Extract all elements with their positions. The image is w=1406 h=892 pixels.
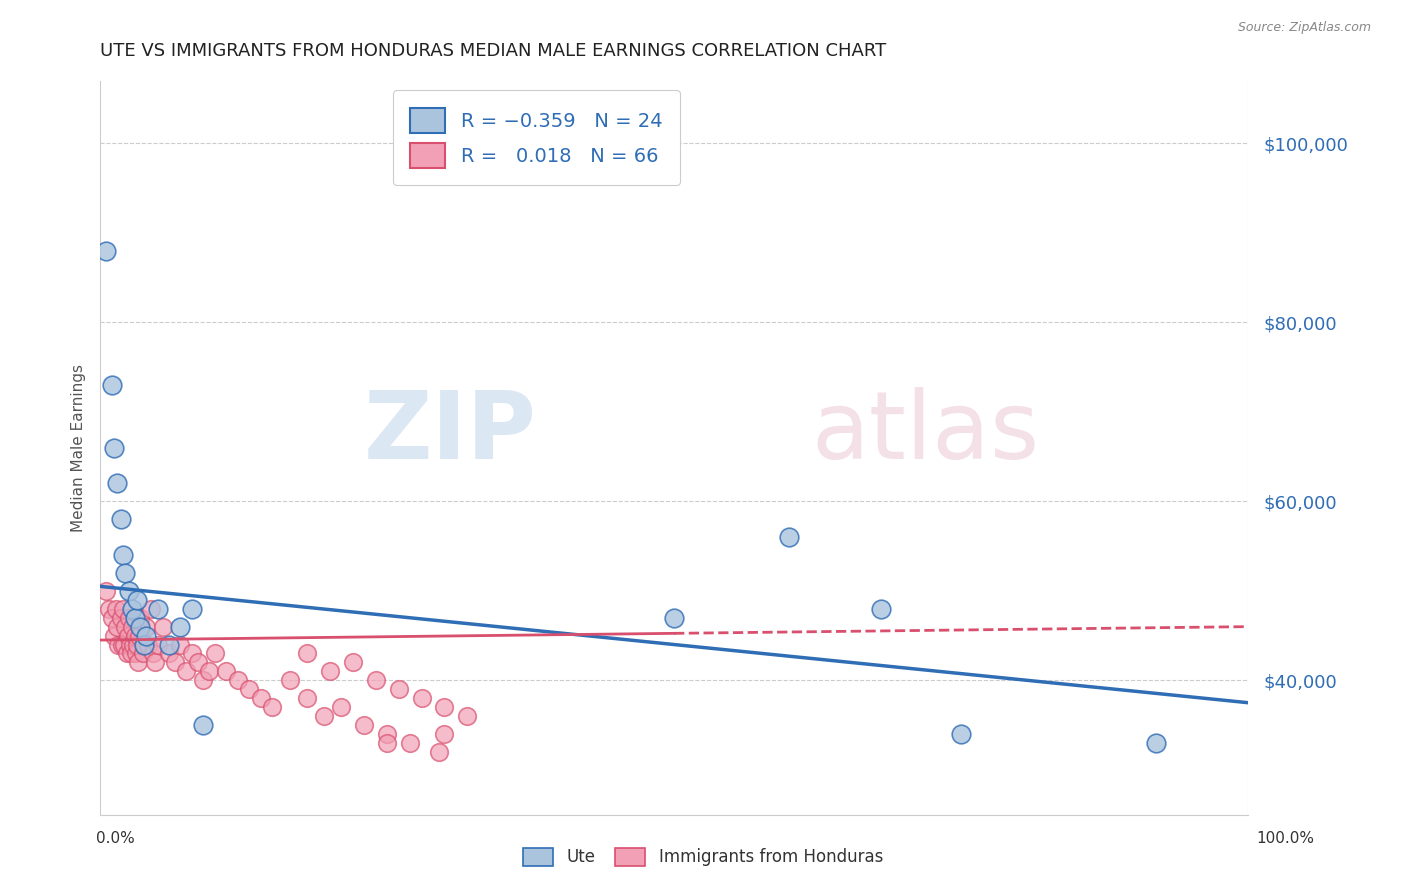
Point <box>456 709 478 723</box>
Point <box>169 638 191 652</box>
Point <box>204 647 226 661</box>
Text: 100.0%: 100.0% <box>1257 831 1315 846</box>
Y-axis label: Median Male Earnings: Median Male Earnings <box>72 364 86 532</box>
Point <box>342 656 364 670</box>
Point <box>364 673 387 688</box>
Point <box>278 673 301 688</box>
Point <box>112 638 135 652</box>
Point <box>131 647 153 661</box>
Point <box>103 441 125 455</box>
Point <box>427 745 450 759</box>
Point <box>250 691 273 706</box>
Point <box>262 700 284 714</box>
Point <box>399 736 422 750</box>
Point <box>193 673 215 688</box>
Point <box>142 647 165 661</box>
Point <box>118 583 141 598</box>
Point <box>110 512 132 526</box>
Point <box>132 638 155 652</box>
Point <box>193 718 215 732</box>
Point <box>132 638 155 652</box>
Point <box>318 665 340 679</box>
Point <box>330 700 353 714</box>
Point <box>105 620 128 634</box>
Point <box>375 736 398 750</box>
Point <box>105 476 128 491</box>
Point <box>295 691 318 706</box>
Point <box>100 610 122 624</box>
Point <box>94 583 117 598</box>
Point <box>138 638 160 652</box>
Point <box>312 709 335 723</box>
Point <box>411 691 433 706</box>
Point <box>181 601 204 615</box>
Point <box>174 665 197 679</box>
Point <box>125 647 148 661</box>
Point <box>215 665 238 679</box>
Point <box>111 638 134 652</box>
Point <box>94 244 117 258</box>
Point <box>112 548 135 562</box>
Point <box>107 638 129 652</box>
Point <box>238 682 260 697</box>
Text: Source: ZipAtlas.com: Source: ZipAtlas.com <box>1237 21 1371 34</box>
Point <box>146 601 169 615</box>
Point <box>181 647 204 661</box>
Text: 0.0%: 0.0% <box>96 831 135 846</box>
Point <box>157 647 180 661</box>
Point <box>135 620 157 634</box>
Point <box>127 656 149 670</box>
Point <box>105 601 128 615</box>
Point <box>115 647 138 661</box>
Point <box>433 727 456 741</box>
Text: atlas: atlas <box>811 387 1040 479</box>
Point <box>353 718 375 732</box>
Point <box>118 638 141 652</box>
Point <box>198 665 221 679</box>
Point <box>124 629 146 643</box>
Point <box>950 727 973 741</box>
Legend: R = −0.359   N = 24, R =   0.018   N = 66: R = −0.359 N = 24, R = 0.018 N = 66 <box>392 90 681 186</box>
Text: ZIP: ZIP <box>363 387 536 479</box>
Point <box>135 629 157 643</box>
Point <box>122 638 145 652</box>
Point <box>375 727 398 741</box>
Point <box>152 620 174 634</box>
Point <box>295 647 318 661</box>
Point <box>103 629 125 643</box>
Point <box>110 610 132 624</box>
Point <box>117 629 139 643</box>
Point <box>125 638 148 652</box>
Point <box>226 673 249 688</box>
Text: UTE VS IMMIGRANTS FROM HONDURAS MEDIAN MALE EARNINGS CORRELATION CHART: UTE VS IMMIGRANTS FROM HONDURAS MEDIAN M… <box>100 42 886 60</box>
Point <box>98 601 121 615</box>
Point <box>143 656 166 670</box>
Point <box>662 610 685 624</box>
Point <box>387 682 409 697</box>
Point <box>129 610 152 624</box>
Point <box>114 566 136 580</box>
Point <box>1144 736 1167 750</box>
Point <box>187 656 209 670</box>
Point <box>869 601 891 615</box>
Point <box>100 378 122 392</box>
Point <box>778 530 800 544</box>
Point <box>118 610 141 624</box>
Point <box>169 620 191 634</box>
Point <box>112 601 135 615</box>
Point <box>121 620 143 634</box>
Point <box>121 601 143 615</box>
Point <box>125 592 148 607</box>
Point <box>146 638 169 652</box>
Point <box>157 638 180 652</box>
Point <box>120 647 142 661</box>
Legend: Ute, Immigrants from Honduras: Ute, Immigrants from Honduras <box>516 841 890 873</box>
Point <box>163 656 186 670</box>
Point <box>114 620 136 634</box>
Point <box>129 620 152 634</box>
Point <box>139 601 162 615</box>
Point <box>128 629 150 643</box>
Point <box>124 610 146 624</box>
Point <box>433 700 456 714</box>
